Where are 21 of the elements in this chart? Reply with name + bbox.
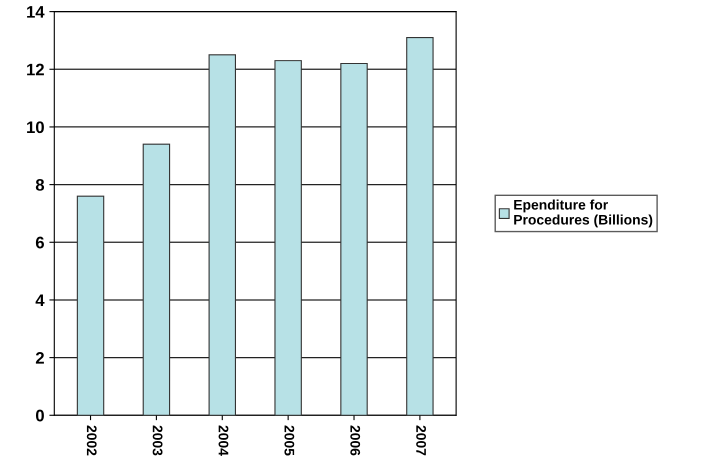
bar [76, 196, 104, 416]
x-tick-label: 2007 [416, 425, 426, 456]
x-tick-label: 2002 [86, 425, 97, 456]
y-tick-label: 8 [36, 179, 44, 191]
x-tick-label: 2005 [284, 425, 294, 456]
y-tick-label: 0 [36, 410, 44, 422]
y-tick-label: 14 [27, 6, 44, 18]
y-tick-label: 10 [27, 121, 44, 134]
bar [142, 144, 170, 416]
x-tick-label: 2004 [218, 425, 228, 456]
bar [274, 60, 302, 416]
legend-label: Ependiture for Procedures (Billions) [514, 199, 652, 228]
bar [406, 36, 434, 416]
y-tick-label: 6 [36, 236, 44, 248]
bar [208, 54, 236, 416]
bar [340, 62, 368, 416]
y-tick-label: 2 [36, 352, 44, 364]
x-tick-label: 2003 [152, 425, 163, 456]
y-tick-label: 4 [36, 294, 44, 306]
x-tick-label: 2006 [350, 425, 360, 456]
y-tick-label: 12 [27, 64, 44, 76]
